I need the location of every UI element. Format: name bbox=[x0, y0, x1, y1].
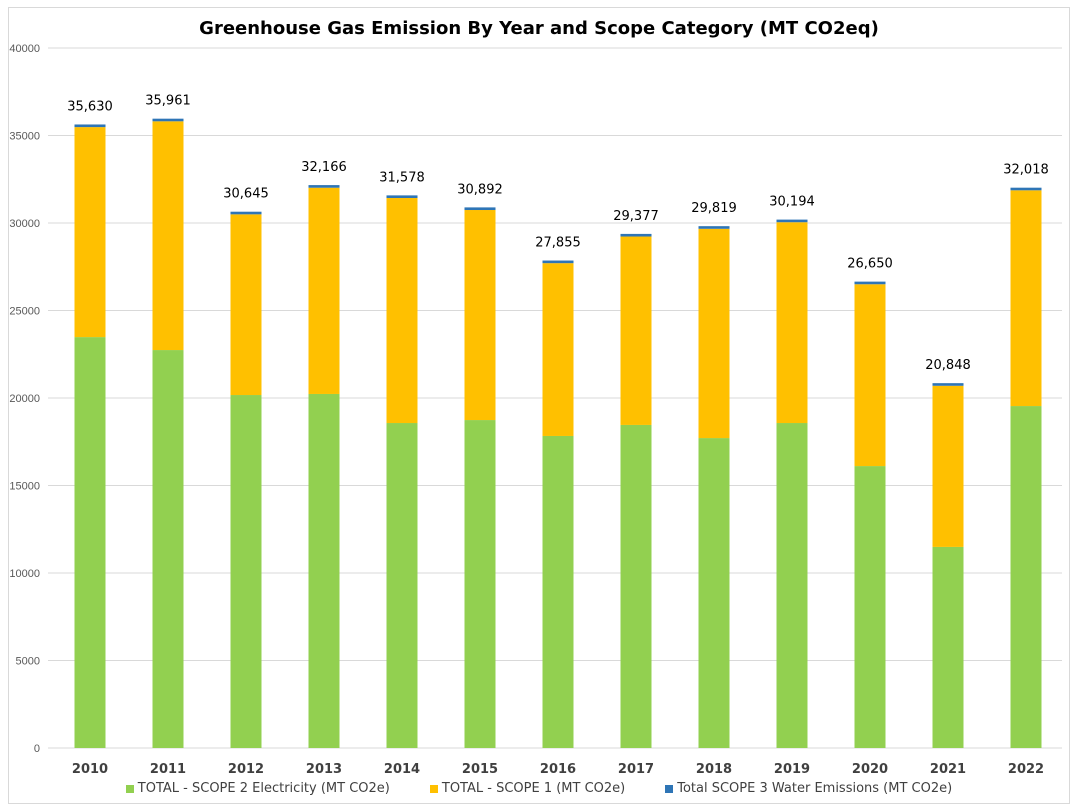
y-tick-label: 5000 bbox=[16, 656, 40, 668]
bar-segment-scope2 bbox=[854, 466, 886, 748]
y-tick-label: 40000 bbox=[9, 43, 40, 55]
y-tick-label: 0 bbox=[34, 743, 40, 755]
bar-segment-scope2 bbox=[698, 438, 730, 748]
bar-segment-scope3 bbox=[230, 211, 262, 215]
bar-segment-scope3 bbox=[854, 281, 886, 285]
x-tick-label: 2017 bbox=[618, 762, 654, 777]
legend-label: Total SCOPE 3 Water Emissions (MT CO2e) bbox=[677, 781, 953, 796]
total-data-label: 30,645 bbox=[223, 187, 269, 202]
bar-segment-scope1 bbox=[542, 263, 574, 436]
y-axis-ticks: 0 5000 10000 15000 20000 25000 30000 35000 40000 bbox=[9, 43, 40, 755]
legend-swatch bbox=[125, 784, 134, 793]
x-tick-label: 2012 bbox=[228, 762, 264, 777]
bar-segment-scope3 bbox=[152, 118, 184, 122]
bar-segment-scope1 bbox=[1010, 190, 1042, 407]
data-labels: 35,630 35,961 30,645 32,166 31,578 30,892 27,8… bbox=[67, 94, 1049, 373]
bar-segment-scope3 bbox=[542, 260, 574, 264]
total-data-label: 29,819 bbox=[691, 201, 737, 216]
chart-title: Greenhouse Gas Emission By Year and Scop… bbox=[199, 18, 879, 39]
bar-segment-scope3 bbox=[698, 226, 730, 229]
bar-segment-scope1 bbox=[74, 127, 106, 338]
chart-frame bbox=[8, 7, 1070, 804]
bar-segment-scope2 bbox=[1010, 406, 1042, 748]
bar-segment-scope3 bbox=[776, 219, 808, 223]
x-tick-label: 2018 bbox=[696, 762, 732, 777]
y-tick-label: 10000 bbox=[9, 568, 40, 580]
bar-segment-scope2 bbox=[464, 420, 496, 748]
x-tick-label: 2020 bbox=[852, 762, 888, 777]
total-data-label: 35,630 bbox=[67, 99, 113, 114]
bar-segment-scope1 bbox=[776, 222, 808, 424]
bar-segment-scope3 bbox=[386, 195, 418, 199]
x-tick-label: 2015 bbox=[462, 762, 498, 777]
x-tick-label: 2022 bbox=[1008, 762, 1044, 777]
bar-segment-scope3 bbox=[1010, 187, 1042, 191]
legend-item: Total SCOPE 3 Water Emissions (MT CO2e) bbox=[665, 781, 952, 796]
bar-segment-scope1 bbox=[152, 121, 184, 351]
total-data-label: 32,018 bbox=[1003, 163, 1049, 178]
total-data-label: 26,650 bbox=[847, 257, 893, 272]
bar-segment-scope2 bbox=[620, 424, 652, 748]
x-tick-label: 2016 bbox=[540, 762, 576, 777]
bar-segment-scope2 bbox=[152, 350, 184, 748]
legend-item: TOTAL - SCOPE 2 Electricity (MT CO2e) bbox=[125, 781, 390, 796]
bar-segment-scope1 bbox=[230, 214, 262, 396]
bar-segment-scope1 bbox=[464, 210, 496, 421]
x-tick-label: 2019 bbox=[774, 762, 810, 777]
total-data-label: 27,855 bbox=[535, 236, 581, 251]
total-data-label: 30,194 bbox=[769, 195, 815, 210]
legend-item: TOTAL - SCOPE 1 (MT CO2e) bbox=[429, 781, 626, 796]
bar-segment-scope1 bbox=[698, 228, 730, 439]
x-tick-label: 2011 bbox=[150, 762, 186, 777]
x-axis-ticks: 2010 2011 2012 2013 2014 2015 2016 2017 2018 2019… bbox=[72, 762, 1044, 777]
bar-segment-scope3 bbox=[620, 233, 652, 237]
legend-label: TOTAL - SCOPE 1 (MT CO2e) bbox=[441, 781, 626, 796]
bar-segment-scope3 bbox=[308, 185, 340, 188]
total-data-label: 30,892 bbox=[457, 182, 503, 197]
bar-segment-scope3 bbox=[932, 383, 964, 386]
legend-label: TOTAL - SCOPE 2 Electricity (MT CO2e) bbox=[137, 781, 390, 796]
bars bbox=[74, 118, 1042, 748]
bar-segment-scope1 bbox=[386, 198, 418, 424]
bar-segment-scope2 bbox=[386, 423, 418, 748]
legend: TOTAL - SCOPE 2 Electricity (MT CO2e) TOT… bbox=[0, 781, 1078, 796]
bar-segment-scope2 bbox=[776, 423, 808, 748]
x-tick-label: 2021 bbox=[930, 762, 966, 777]
legend-swatch bbox=[429, 784, 438, 793]
bar-segment-scope1 bbox=[854, 284, 886, 467]
y-tick-label: 30000 bbox=[9, 218, 40, 230]
x-tick-label: 2010 bbox=[72, 762, 108, 777]
total-data-label: 32,166 bbox=[301, 160, 347, 175]
x-tick-label: 2013 bbox=[306, 762, 342, 777]
y-tick-label: 15000 bbox=[9, 481, 40, 493]
legend-swatch bbox=[665, 784, 674, 793]
bar-segment-scope2 bbox=[74, 337, 106, 748]
bar-segment-scope3 bbox=[74, 124, 106, 128]
y-tick-label: 35000 bbox=[9, 131, 40, 143]
bar-segment-scope2 bbox=[230, 395, 262, 748]
bar-segment-scope3 bbox=[464, 207, 496, 211]
x-tick-label: 2014 bbox=[384, 762, 420, 777]
bar-segment-scope1 bbox=[308, 187, 340, 394]
bar-segment-scope2 bbox=[308, 393, 340, 748]
bar-segment-scope1 bbox=[932, 385, 964, 547]
bar-segment-scope2 bbox=[932, 546, 964, 748]
bar-segment-scope1 bbox=[620, 236, 652, 425]
total-data-label: 20,848 bbox=[925, 358, 971, 373]
total-data-label: 29,377 bbox=[613, 209, 659, 224]
total-data-label: 31,578 bbox=[379, 170, 425, 185]
total-data-label: 35,961 bbox=[145, 94, 191, 109]
y-tick-label: 25000 bbox=[9, 306, 40, 318]
y-tick-label: 20000 bbox=[9, 393, 40, 405]
bar-segment-scope2 bbox=[542, 435, 574, 748]
